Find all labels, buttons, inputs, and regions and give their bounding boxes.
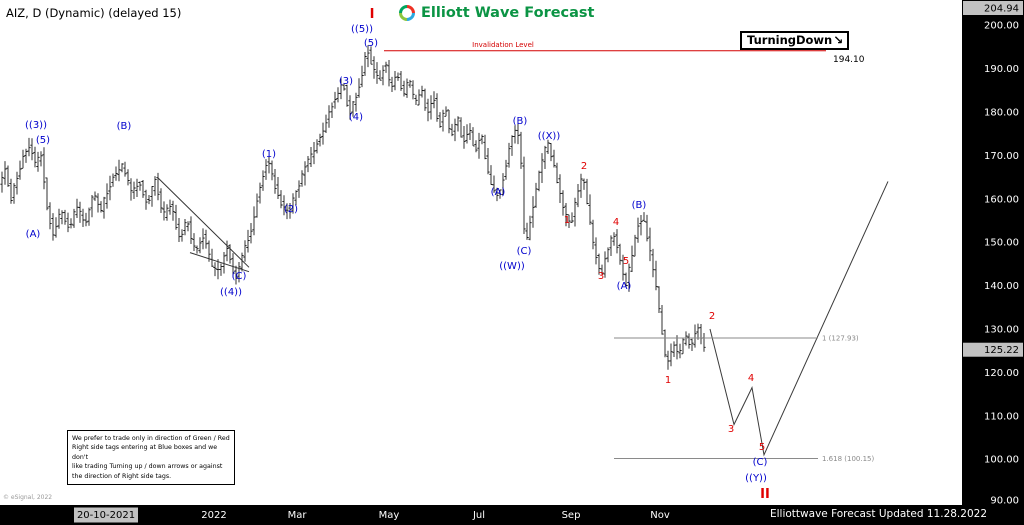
turning-down-badge: TurningDown ↘ xyxy=(740,31,850,50)
price-axis-label: 140.00 xyxy=(984,281,1019,292)
update-timestamp: Elliottwave Forecast Updated 11.28.2022 xyxy=(770,508,987,520)
wave-label: 5 xyxy=(759,442,765,453)
wave-label: II xyxy=(760,487,770,502)
price-highlight-box xyxy=(963,342,1023,357)
price-axis-label: 160.00 xyxy=(984,194,1019,205)
wave-label: 4 xyxy=(748,373,754,384)
chart-symbol-title: AIZ, D (Dynamic) (delayed 15) xyxy=(6,6,182,20)
wave-label: ((4)) xyxy=(220,287,242,298)
price-axis-label: 125.22 xyxy=(984,345,1019,356)
level-value-invalidation-level: 194.10 xyxy=(833,55,865,65)
price-axis-label: 100.00 xyxy=(984,455,1019,466)
price-axis-label: 180.00 xyxy=(984,107,1019,118)
price-highlight-box xyxy=(963,1,1023,15)
wave-label: ((W)) xyxy=(499,261,525,272)
wave-label: (B) xyxy=(117,121,132,132)
wave-label: (B) xyxy=(513,116,528,127)
wave-label: (C) xyxy=(517,246,532,257)
wave-label: (4) xyxy=(349,112,363,123)
time-axis-label: Nov xyxy=(650,510,670,521)
price-axis[interactable] xyxy=(962,0,1024,525)
wave-label: (C) xyxy=(753,457,768,468)
levels: Invalidation Level 194.10 1 (127.93) 1.618 … xyxy=(384,41,874,463)
wave-label: (B) xyxy=(632,200,647,211)
note-line: Right side tags entering at Blue boxes a… xyxy=(72,444,218,461)
wave-label: I xyxy=(370,7,375,22)
time-axis-labels: 20-10-2021 2022 Mar May Jul Sep Nov xyxy=(74,507,670,523)
price-axis-label: 170.00 xyxy=(984,151,1019,162)
level-label-fib-100: 1 (127.93) xyxy=(822,334,859,342)
date-highlight-box xyxy=(74,507,138,523)
forecast-path xyxy=(709,181,889,457)
wave-label: (3) xyxy=(339,76,353,87)
wave-label: ((5)) xyxy=(351,24,373,35)
time-axis-label: Jul xyxy=(472,510,485,521)
esignal-copyright: © eSignal, 2022 xyxy=(3,494,53,501)
wave-label: (A) xyxy=(491,187,506,198)
level-title-invalidation-level: Invalidation Level xyxy=(472,41,534,49)
price-axis-label: 150.00 xyxy=(984,238,1019,249)
wave-label: 4 xyxy=(613,217,619,228)
wave-label: ((Y)) xyxy=(745,473,767,484)
wave-label: ((3)) xyxy=(25,120,47,131)
wave-label: 5 xyxy=(623,256,629,267)
note-line: like trading Turning up / down arrows or… xyxy=(72,463,223,471)
time-axis-label: Mar xyxy=(288,510,308,521)
price-axis-label: 120.00 xyxy=(984,368,1019,379)
price-axis-label: 200.00 xyxy=(984,21,1019,32)
wave-label: (A) xyxy=(26,229,41,240)
ewf-logo-icon xyxy=(399,5,415,21)
note-line: We prefer to trade only in direction of … xyxy=(72,435,230,442)
down-right-arrow-icon: ↘ xyxy=(833,33,844,47)
wave-label: 2 xyxy=(709,311,715,322)
wave-label: 3 xyxy=(598,271,604,282)
wave-labels: ((3)) (5) (A) (B) (C) ((4)) (1) (2) (3) (4) ((5)) (… xyxy=(25,7,770,502)
wave-label: (C) xyxy=(232,271,247,282)
turning-down-label: TurningDown xyxy=(747,33,833,47)
note-line: the direction of Right side tags. xyxy=(72,472,172,480)
ewf-logo-text: Elliott Wave Forecast xyxy=(421,5,595,21)
time-axis-label: Sep xyxy=(562,510,581,521)
trendline xyxy=(189,252,250,273)
trading-note-box: We prefer to trade only in direction of … xyxy=(67,430,235,486)
trendlines xyxy=(157,177,250,273)
wave-label: ((X)) xyxy=(538,131,561,142)
wave-label: 1 xyxy=(564,215,570,226)
wave-label: (1) xyxy=(262,149,276,160)
wave-label: 1 xyxy=(665,375,671,386)
price-axis-labels: 204.94 200.00 190.00 180.00 170.00 160.00 150.… xyxy=(963,1,1023,507)
price-axis-label: 204.94 xyxy=(984,4,1019,15)
wave-label: (5) xyxy=(36,135,50,146)
time-axis-label: May xyxy=(379,510,400,521)
time-axis-label: 2022 xyxy=(201,510,226,521)
price-axis-label: 190.00 xyxy=(984,64,1019,75)
wave-label: 3 xyxy=(728,424,734,435)
level-label-fib-1618: 1.618 (100.15) xyxy=(822,455,874,463)
wave-label: (A) xyxy=(617,281,632,292)
wave-label: (5) xyxy=(364,38,378,49)
time-axis-label: 20-10-2021 xyxy=(77,510,135,521)
wave-label: 2 xyxy=(581,161,587,172)
price-axis-label: 130.00 xyxy=(984,324,1019,335)
ohlc-bars xyxy=(0,45,706,370)
trendline xyxy=(157,177,250,268)
wave-label: (2) xyxy=(284,204,298,215)
time-axis[interactable] xyxy=(0,505,1024,525)
price-axis-label: 90.00 xyxy=(990,496,1019,507)
ewf-logo: Elliott Wave Forecast xyxy=(398,4,595,22)
price-axis-label: 110.00 xyxy=(984,411,1019,422)
